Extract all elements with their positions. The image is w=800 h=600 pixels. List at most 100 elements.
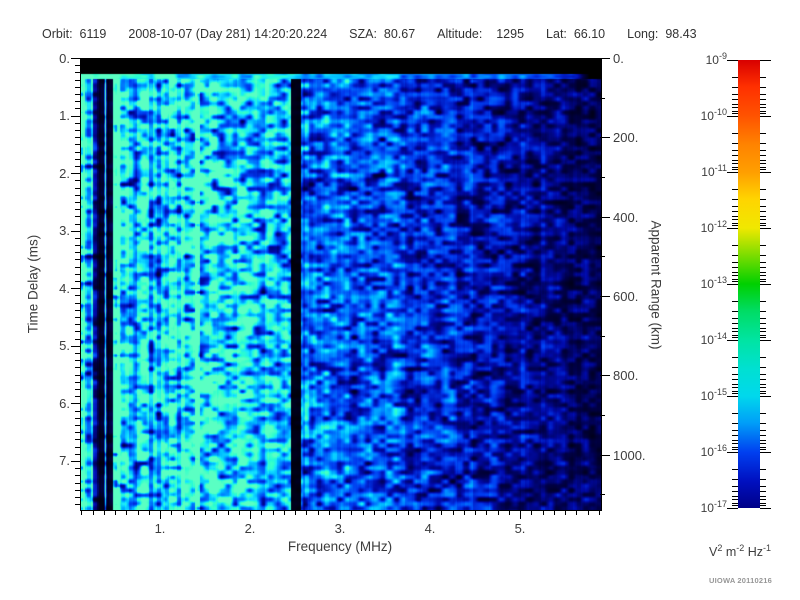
tick-mark — [407, 510, 409, 515]
tick-mark — [732, 113, 738, 115]
tick-mark — [75, 425, 80, 426]
tick-mark — [727, 340, 738, 341]
y-axis-title-left: Time Delay (ms) — [25, 234, 41, 334]
tick-mark — [760, 284, 771, 285]
tick-mark — [732, 169, 738, 171]
tick-mark — [732, 271, 738, 273]
sza-field: SZA: 80.67 — [349, 27, 416, 41]
colorbar-units: V2 m-2 Hz-1 — [708, 543, 772, 560]
tick-mark — [520, 510, 521, 519]
tick-mark — [732, 281, 738, 283]
tick-mark — [732, 317, 738, 319]
tick-mark — [760, 379, 766, 381]
tick-mark — [732, 107, 738, 109]
tick-mark — [760, 159, 766, 161]
tick-mark — [760, 495, 766, 497]
tick-mark — [75, 158, 80, 160]
x-axis-title: Frequency (MHz) — [287, 539, 393, 554]
tick-mark — [760, 505, 766, 507]
tick-mark — [71, 173, 80, 175]
tick-mark — [760, 443, 766, 445]
tick-mark — [732, 188, 738, 190]
tick-mark — [732, 163, 738, 165]
tick-mark — [75, 475, 80, 477]
tick-mark — [760, 468, 766, 470]
tick-mark — [760, 491, 766, 493]
tick-mark — [317, 510, 319, 515]
tick-mark — [598, 510, 600, 515]
tick-mark — [75, 273, 80, 275]
tick-mark — [75, 302, 80, 304]
tick-mark — [732, 149, 738, 151]
tick-mark — [732, 502, 738, 504]
tick-mark — [71, 58, 80, 59]
tick-mark — [75, 331, 80, 333]
ylabel-tick: 4. — [59, 281, 70, 296]
tick-mark — [75, 417, 80, 419]
tick-mark — [732, 244, 738, 246]
tick-mark — [727, 508, 738, 509]
tick-mark — [760, 499, 766, 501]
tick-mark — [75, 439, 80, 441]
tick-mark — [760, 429, 766, 431]
tick-mark — [103, 510, 105, 515]
tick-mark — [227, 510, 229, 515]
tick-mark — [600, 97, 605, 99]
tick-mark — [732, 468, 738, 470]
ylabel-tick: 3. — [59, 223, 70, 238]
tick-mark — [732, 334, 738, 336]
ylabel-tick: 5. — [59, 338, 70, 353]
ylabel-tick: 0. — [59, 51, 70, 66]
tick-mark — [75, 324, 80, 326]
tick-mark — [760, 439, 766, 441]
tick-mark — [760, 86, 766, 88]
tick-mark — [732, 393, 738, 395]
ylabel-tick: 6. — [59, 396, 70, 411]
tick-mark — [732, 429, 738, 431]
tick-mark — [553, 510, 555, 515]
tick-mark — [732, 155, 738, 157]
tick-mark — [75, 72, 80, 74]
tick-mark — [531, 510, 533, 515]
lat-field: Lat: 66.10 — [546, 27, 606, 41]
tick-mark — [732, 222, 738, 224]
tick-mark — [732, 485, 738, 487]
tick-mark — [71, 115, 80, 117]
tick-mark — [732, 254, 738, 256]
tick-mark — [463, 510, 465, 515]
tick-mark — [760, 225, 766, 227]
tick-mark — [760, 228, 771, 229]
tick-mark — [430, 510, 431, 519]
tick-mark — [732, 267, 738, 269]
range-tick: 400. — [613, 210, 639, 225]
range-tick: 1000. — [613, 448, 646, 463]
tick-mark — [137, 510, 139, 515]
tick-mark — [732, 337, 738, 339]
tick-mark — [75, 151, 80, 153]
tick-mark — [600, 137, 610, 139]
tick-mark — [760, 485, 766, 487]
tick-mark — [75, 482, 80, 484]
tick-mark — [75, 223, 80, 225]
tick-mark — [75, 129, 80, 131]
tick-mark — [71, 288, 80, 290]
tick-mark — [760, 271, 766, 273]
tick-mark — [760, 327, 766, 329]
tick-mark — [760, 383, 766, 385]
watermark: UIOWA 20110216 — [709, 576, 772, 585]
tick-mark — [565, 510, 566, 515]
tick-mark — [732, 446, 738, 448]
tick-mark — [760, 166, 766, 168]
tick-mark — [760, 93, 766, 95]
tick-mark — [732, 505, 738, 507]
tick-mark — [760, 188, 766, 190]
tick-mark — [732, 300, 738, 302]
tick-mark — [160, 510, 161, 519]
tick-mark — [75, 281, 80, 283]
tick-mark — [373, 510, 375, 515]
tick-mark — [727, 60, 738, 61]
tick-mark — [732, 278, 738, 280]
tick-mark — [732, 261, 738, 263]
tick-mark — [238, 510, 240, 515]
xlabel-tick: 3. — [334, 521, 346, 536]
